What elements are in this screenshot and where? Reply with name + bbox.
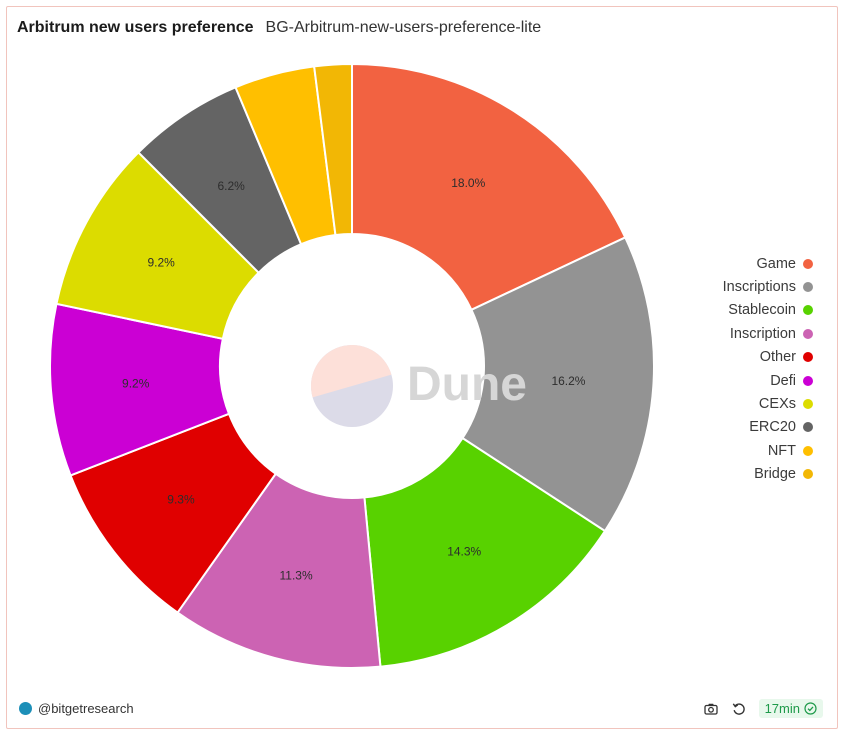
donut-chart: Dune 18.0% 16.2% 14.3% 11.3% 9.3% 9.2% 9.2% 6.2… (49, 62, 655, 669)
legend-item-inscription[interactable]: Inscription (730, 324, 813, 343)
slice-label-game: 18.0% (451, 176, 485, 190)
legend-dot (803, 282, 813, 293)
slices-group (49, 62, 655, 669)
slice-game[interactable] (351, 62, 627, 312)
legend-item-inscriptions[interactable]: Inscriptions (723, 277, 813, 296)
dune-watermark: Dune (311, 345, 527, 427)
legend-label: CEXs (758, 396, 796, 413)
legend-item-other[interactable]: Other (760, 348, 813, 367)
slice-label-cexs: 9.2% (148, 256, 176, 270)
legend-dot (803, 375, 813, 386)
slice-inscription[interactable] (176, 472, 382, 669)
legend-dot (803, 469, 813, 480)
slice-label-defi: 9.2% (122, 377, 150, 391)
legend-item-game[interactable]: Game (756, 254, 813, 273)
legend-item-bridge[interactable]: Bridge (754, 465, 813, 484)
legend-dot (803, 352, 813, 363)
legend-label: Defi (770, 372, 796, 389)
legend-item-nft[interactable]: NFT (768, 441, 813, 460)
refresh-icon[interactable] (731, 701, 747, 717)
legend-dot (803, 305, 813, 316)
slice-label-erc20: 6.2% (217, 179, 245, 193)
slice-labels-group: 18.0% 16.2% 14.3% 11.3% 9.3% 9.2% 9.2% 6.2% (122, 176, 586, 583)
camera-icon[interactable] (703, 701, 719, 717)
legend-label: Inscription (729, 325, 796, 342)
chart-card: Arbitrum new users preference BG-Arbitru… (6, 6, 838, 729)
legend-dot (803, 258, 813, 269)
slice-inscriptions[interactable] (461, 236, 655, 533)
slice-bridge[interactable] (313, 62, 353, 237)
query-name[interactable]: BG-Arbitrum-new-users-preference-lite (265, 19, 542, 36)
slice-label-other: 9.3% (167, 493, 195, 507)
legend-item-erc20[interactable]: ERC20 (749, 418, 813, 437)
legend-item-defi[interactable]: Defi (770, 371, 813, 390)
legend-dot (803, 328, 813, 339)
slice-stablecoin[interactable] (363, 436, 607, 668)
legend-label: NFT (767, 442, 796, 459)
check-circle-icon (804, 702, 817, 715)
author-handle[interactable]: @bitgetresearch (19, 701, 134, 716)
legend-label: Game (756, 255, 797, 272)
legend-label: Stablecoin (728, 302, 796, 319)
slice-label-inscriptions: 16.2% (551, 374, 585, 388)
last-refresh-badge[interactable]: 17min (758, 699, 823, 718)
slice-label-inscription: 11.3% (279, 569, 312, 583)
legend-label: Bridge (754, 466, 796, 483)
legend: Game Inscriptions Stablecoin Inscription Oth… (723, 254, 813, 484)
watermark-text: Dune (407, 358, 527, 411)
watermark-logo-top (311, 345, 392, 398)
legend-dot (803, 422, 813, 433)
legend-item-stablecoin[interactable]: Stablecoin (728, 301, 813, 320)
refresh-time: 17min (764, 701, 800, 716)
avatar (19, 702, 32, 715)
author-handle-text: @bitgetresearch (38, 701, 134, 716)
legend-dot (803, 445, 813, 456)
slice-label-stablecoin: 14.3% (447, 545, 481, 559)
legend-label: ERC20 (749, 419, 796, 436)
slice-defi[interactable] (49, 302, 231, 477)
chart-title: Arbitrum new users preference (17, 19, 254, 36)
chart-header: Arbitrum new users preference BG-Arbitru… (17, 19, 541, 37)
legend-label: Other (759, 349, 796, 366)
footer-actions: 17min (703, 699, 823, 718)
legend-label: Inscriptions (722, 279, 796, 296)
legend-item-cexs[interactable]: CEXs (759, 394, 813, 413)
legend-dot (803, 399, 813, 410)
slice-cexs[interactable] (55, 151, 261, 341)
